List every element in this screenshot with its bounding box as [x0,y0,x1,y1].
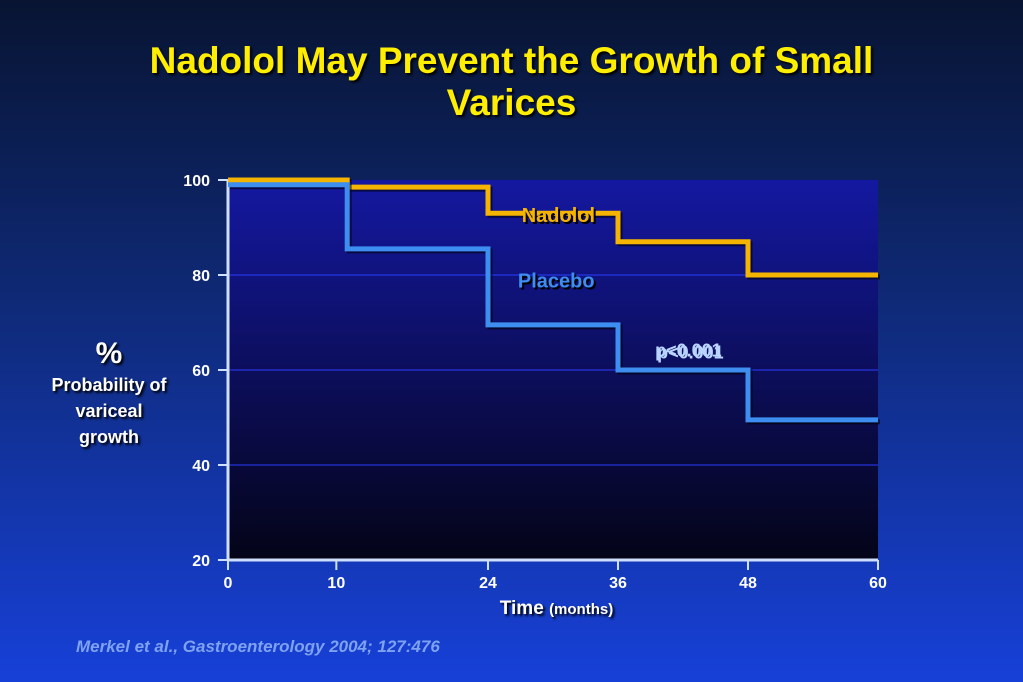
x-axis-unit: (months) [549,601,614,618]
series-label-shadow-nadolol: Nadolol [524,207,597,229]
y-tick-label-40: 40 [192,458,210,475]
slide-title-line-2: Varices [446,82,577,123]
x-tick-label-10: 10 [327,575,345,592]
y-tick-label-80: 80 [192,268,210,285]
y-axis-label: % Probability of variceal growth [38,336,180,450]
y-tick-label-60: 60 [192,363,210,380]
x-tick-label-48: 48 [739,575,757,592]
p-value-annotation: p<0.001 [655,341,722,361]
series-label-nadolol: Nadolol [522,205,595,227]
x-tick-label-36: 36 [609,575,627,592]
annotation-shadow-0: p<0.001 [657,343,724,363]
y-tick-label-20: 20 [192,553,210,570]
citation: Merkel et al., Gastroenterology 2004; 12… [76,637,440,656]
series-line-placebo [228,182,878,423]
y-axis-symbol: % [95,337,123,370]
y-tick-label-100: 100 [183,173,210,190]
slide-title: Nadolol May Prevent the Growth of Small … [0,40,1023,124]
series-label-shadow-placebo: Placebo [520,272,597,294]
slide-title-line-1: Nadolol May Prevent the Growth of Small [149,40,874,81]
x-tick-label-60: 60 [869,575,887,592]
x-axis-label: Time (months) [0,598,1023,620]
y-axis-title: Probability of variceal growth [51,375,167,447]
x-tick-label-0: 0 [224,575,233,592]
series-label-placebo: Placebo [518,270,595,292]
x-axis-title: Time [499,598,544,619]
x-tick-label-24: 24 [479,575,497,592]
